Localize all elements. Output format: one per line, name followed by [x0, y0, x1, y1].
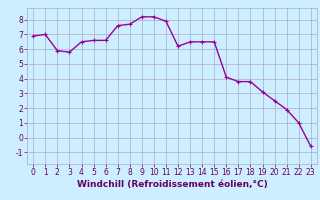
X-axis label: Windchill (Refroidissement éolien,°C): Windchill (Refroidissement éolien,°C)	[76, 180, 268, 189]
